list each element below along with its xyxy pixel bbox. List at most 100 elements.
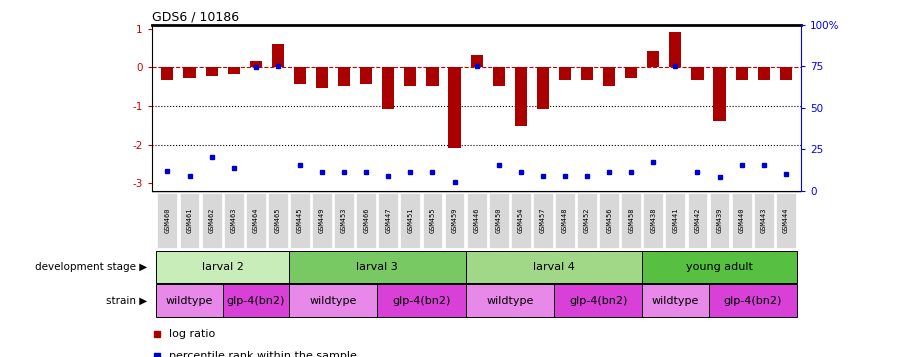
Bar: [758, 67, 770, 80]
Text: development stage ▶: development stage ▶: [35, 262, 147, 272]
Bar: [736, 67, 748, 80]
Text: GDS6 / 10186: GDS6 / 10186: [152, 11, 239, 24]
Bar: [449, 67, 460, 148]
Text: larval 4: larval 4: [533, 262, 575, 272]
Text: GSM447: GSM447: [385, 208, 391, 233]
Text: GSM462: GSM462: [208, 208, 215, 233]
FancyBboxPatch shape: [289, 251, 466, 283]
FancyBboxPatch shape: [555, 193, 575, 247]
Bar: [227, 67, 239, 74]
Text: GSM448: GSM448: [562, 208, 568, 233]
Text: GSM451: GSM451: [407, 208, 414, 233]
FancyBboxPatch shape: [157, 285, 223, 317]
Text: percentile rank within the sample: percentile rank within the sample: [169, 351, 356, 357]
Bar: [250, 60, 262, 67]
Text: GSM466: GSM466: [363, 208, 369, 233]
FancyBboxPatch shape: [533, 193, 553, 247]
FancyBboxPatch shape: [644, 193, 663, 247]
FancyBboxPatch shape: [688, 193, 707, 247]
FancyBboxPatch shape: [466, 285, 554, 317]
Text: GSM446: GSM446: [473, 208, 480, 233]
Text: glp-4(bn2): glp-4(bn2): [227, 296, 285, 306]
Bar: [559, 67, 571, 80]
Bar: [382, 67, 394, 109]
FancyBboxPatch shape: [378, 285, 466, 317]
Text: GSM439: GSM439: [717, 208, 723, 233]
FancyBboxPatch shape: [577, 193, 597, 247]
Text: log ratio: log ratio: [169, 329, 215, 339]
FancyBboxPatch shape: [708, 285, 797, 317]
FancyBboxPatch shape: [401, 193, 420, 247]
FancyBboxPatch shape: [290, 193, 309, 247]
Text: GSM441: GSM441: [672, 208, 679, 233]
Text: wildtype: wildtype: [486, 296, 533, 306]
Bar: [692, 67, 704, 80]
FancyBboxPatch shape: [356, 193, 376, 247]
Bar: [670, 32, 682, 67]
Bar: [714, 67, 726, 121]
Bar: [404, 67, 416, 86]
Bar: [338, 67, 350, 86]
FancyBboxPatch shape: [202, 193, 222, 247]
Text: GSM456: GSM456: [606, 208, 612, 233]
FancyBboxPatch shape: [289, 285, 378, 317]
FancyBboxPatch shape: [445, 193, 464, 247]
Text: young adult: young adult: [686, 262, 753, 272]
Text: GSM440: GSM440: [739, 208, 745, 233]
FancyBboxPatch shape: [554, 285, 642, 317]
Text: wildtype: wildtype: [166, 296, 213, 306]
Text: GSM445: GSM445: [297, 208, 303, 233]
FancyBboxPatch shape: [224, 193, 244, 247]
FancyBboxPatch shape: [600, 193, 619, 247]
Bar: [647, 51, 659, 67]
Bar: [161, 67, 173, 80]
FancyBboxPatch shape: [753, 193, 774, 247]
FancyBboxPatch shape: [709, 193, 729, 247]
Bar: [493, 67, 505, 86]
Text: GSM457: GSM457: [540, 208, 546, 233]
Text: GSM443: GSM443: [761, 208, 766, 233]
FancyBboxPatch shape: [731, 193, 752, 247]
Text: GSM450: GSM450: [495, 208, 502, 233]
Bar: [294, 67, 306, 84]
Bar: [603, 67, 615, 86]
Text: larval 3: larval 3: [356, 262, 398, 272]
Text: GSM460: GSM460: [165, 208, 170, 233]
Bar: [316, 67, 328, 87]
Bar: [537, 67, 549, 109]
FancyBboxPatch shape: [622, 193, 641, 247]
Text: glp-4(bn2): glp-4(bn2): [569, 296, 627, 306]
FancyBboxPatch shape: [642, 285, 708, 317]
Text: GSM463: GSM463: [230, 208, 237, 233]
Text: wildtype: wildtype: [309, 296, 356, 306]
Text: GSM454: GSM454: [518, 208, 524, 233]
Bar: [426, 67, 438, 86]
FancyBboxPatch shape: [466, 251, 642, 283]
Text: GSM453: GSM453: [341, 208, 347, 233]
FancyBboxPatch shape: [489, 193, 508, 247]
FancyBboxPatch shape: [775, 193, 796, 247]
FancyBboxPatch shape: [180, 193, 200, 247]
Text: glp-4(bn2): glp-4(bn2): [724, 296, 782, 306]
FancyBboxPatch shape: [157, 251, 289, 283]
Text: GSM442: GSM442: [694, 208, 701, 233]
FancyBboxPatch shape: [511, 193, 530, 247]
Text: GSM438: GSM438: [650, 208, 657, 233]
FancyBboxPatch shape: [223, 285, 289, 317]
Text: GSM455: GSM455: [429, 208, 436, 233]
Text: GSM459: GSM459: [451, 208, 458, 233]
Text: GSM465: GSM465: [274, 208, 281, 233]
Text: glp-4(bn2): glp-4(bn2): [392, 296, 450, 306]
Text: strain ▶: strain ▶: [106, 296, 147, 306]
Bar: [205, 67, 217, 76]
Text: GSM464: GSM464: [252, 208, 259, 233]
FancyBboxPatch shape: [312, 193, 332, 247]
FancyBboxPatch shape: [666, 193, 685, 247]
Text: GSM452: GSM452: [584, 208, 590, 233]
FancyBboxPatch shape: [157, 193, 178, 247]
FancyBboxPatch shape: [423, 193, 442, 247]
Text: GSM449: GSM449: [319, 208, 325, 233]
FancyBboxPatch shape: [467, 193, 486, 247]
Bar: [515, 67, 527, 126]
FancyBboxPatch shape: [268, 193, 287, 247]
